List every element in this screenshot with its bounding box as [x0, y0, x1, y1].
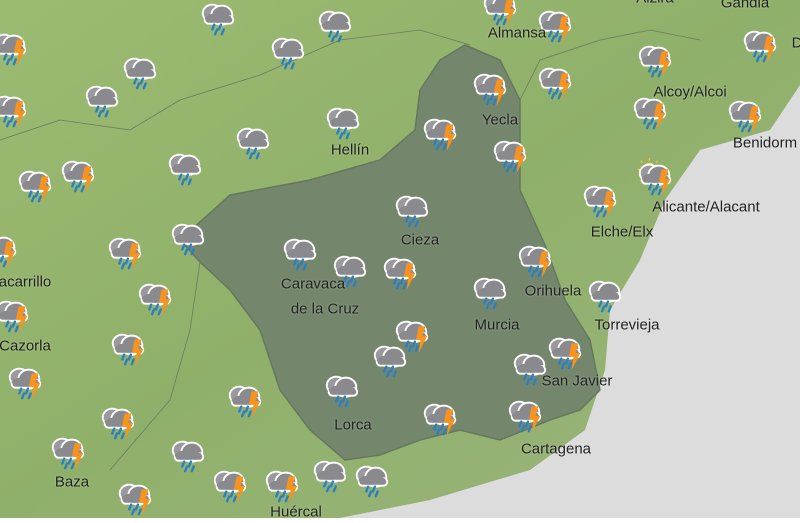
thunderstorm-rain-icon[interactable] — [736, 25, 784, 65]
place-label: acarrillo — [0, 273, 52, 291]
place-label: Benidorm — [732, 134, 798, 152]
place-label: Baza — [54, 473, 90, 491]
rain-cloud-icon[interactable] — [276, 233, 324, 273]
rain-cloud-icon[interactable] — [116, 52, 164, 92]
place-label: Alcoy/Alcoi — [653, 83, 727, 101]
thunderstorm-rain-icon[interactable] — [466, 68, 514, 108]
thunderstorm-rain-icon[interactable] — [531, 5, 579, 45]
rain-cloud-icon[interactable] — [164, 218, 212, 258]
thunderstorm-rain-icon[interactable] — [721, 95, 769, 135]
thunderstorm-rain-icon[interactable] — [1, 362, 49, 402]
place-label: Murcia — [474, 316, 520, 334]
place-label: Almansa — [487, 24, 547, 42]
thunderstorm-rain-icon[interactable] — [54, 155, 102, 195]
place-label: Alicante/Alacant — [652, 198, 760, 216]
place-label: Alzira — [636, 0, 674, 7]
thunderstorm-rain-icon[interactable] — [104, 328, 152, 368]
rain-cloud-icon[interactable] — [366, 340, 414, 380]
province-border — [0, 29, 471, 141]
place-label: Lorca — [334, 416, 372, 434]
rain-cloud-icon[interactable] — [348, 460, 396, 500]
rain-cloud-icon[interactable] — [78, 80, 126, 120]
place-label: D — [791, 34, 800, 52]
thunderstorm-rain-icon[interactable] — [101, 232, 149, 272]
sea — [340, 85, 800, 518]
thunderstorm-rain-icon[interactable] — [576, 180, 624, 220]
thunderstorm-rain-icon[interactable] — [206, 465, 254, 505]
place-label: de la Cruz — [290, 300, 360, 318]
rain-cloud-icon[interactable] — [326, 250, 374, 290]
place-label: Cieza — [400, 231, 440, 249]
thunderstorm-rain-icon[interactable] — [388, 315, 436, 355]
thunderstorm-rain-icon[interactable] — [631, 40, 679, 80]
rain-cloud-icon[interactable] — [229, 122, 277, 162]
rain-cloud-icon[interactable] — [306, 455, 354, 495]
place-label: Orihuela — [524, 282, 582, 300]
province-border — [109, 261, 201, 471]
rain-cloud-icon[interactable] — [164, 435, 212, 475]
rain-cloud-icon[interactable] — [319, 102, 367, 142]
thunderstorm-rain-icon[interactable] — [486, 135, 534, 175]
rain-cloud-icon[interactable] — [194, 0, 242, 38]
thunderstorm-rain-icon[interactable] — [94, 402, 142, 442]
thunderstorm-rain-icon[interactable] — [44, 432, 92, 472]
thunderstorm-rain-icon[interactable] — [0, 90, 34, 130]
rain-cloud-icon[interactable] — [311, 5, 359, 45]
thunderstorm-rain-icon[interactable] — [131, 278, 179, 318]
thunderstorm-rain-icon[interactable] — [626, 92, 674, 132]
thunderstorm-rain-icon[interactable] — [376, 252, 424, 292]
place-label: Huércal — [270, 503, 322, 521]
province-border — [519, 29, 701, 101]
place-label: Cazorla — [0, 337, 51, 355]
thunderstorm-rain-icon[interactable] — [0, 295, 36, 335]
place-label: Gandia — [720, 0, 770, 12]
place-label: Elche/Elx — [590, 223, 654, 241]
thunderstorm-rain-icon[interactable] — [11, 165, 59, 205]
thunderstorm-rain-icon[interactable] — [531, 62, 579, 102]
place-label: Cartagena — [520, 440, 592, 458]
thunderstorm-rain-icon[interactable] — [541, 332, 589, 372]
thunderstorm-rain-icon[interactable] — [0, 230, 24, 270]
thunderstorm-rain-icon[interactable] — [416, 398, 464, 438]
thunderstorm-rain-icon[interactable] — [416, 113, 464, 153]
rain-cloud-icon[interactable] — [466, 272, 514, 312]
place-label: Caravaca — [280, 275, 346, 293]
rain-cloud-icon[interactable] — [161, 148, 209, 188]
rain-cloud-icon[interactable] — [264, 32, 312, 72]
rain-cloud-icon[interactable] — [388, 190, 436, 230]
place-label: Torrevieja — [594, 316, 660, 334]
thunderstorm-rain-icon[interactable] — [501, 395, 549, 435]
place-label: San Javier — [541, 372, 613, 390]
rain-cloud-icon[interactable] — [506, 348, 554, 388]
thunderstorm-rain-icon[interactable] — [511, 240, 559, 280]
thunderstorm-rain-icon[interactable] — [258, 465, 306, 505]
rain-cloud-icon[interactable] — [581, 275, 629, 315]
rain-cloud-icon[interactable] — [318, 370, 366, 410]
thunderstorm-rain-icon[interactable] — [111, 478, 159, 518]
place-label: Yecla — [481, 111, 519, 129]
sun-thunderstorm-icon[interactable] — [631, 158, 679, 198]
thunderstorm-rain-icon[interactable] — [476, 0, 524, 28]
thunderstorm-rain-icon[interactable] — [0, 28, 34, 68]
place-label: Hellín — [330, 141, 370, 159]
thunderstorm-rain-icon[interactable] — [221, 380, 269, 420]
